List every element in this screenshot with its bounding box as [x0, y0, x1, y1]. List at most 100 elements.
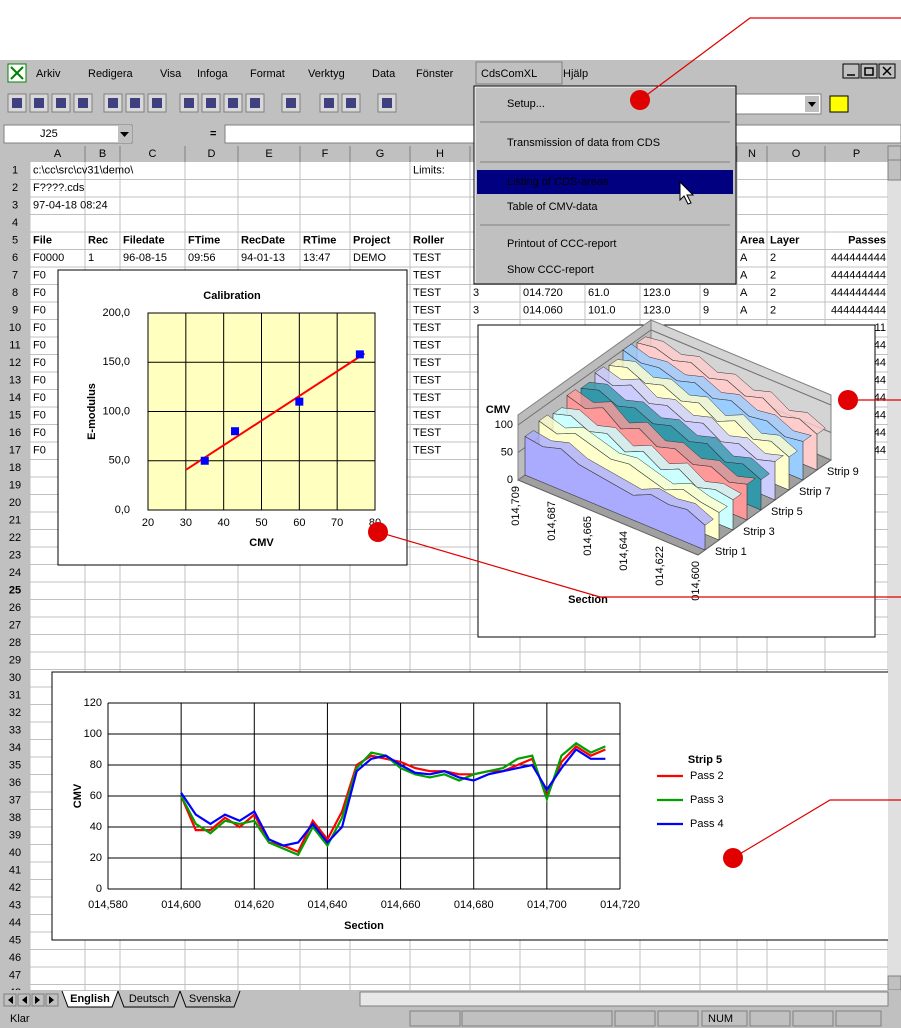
cdscomxl-menu: Setup... Transmission of data from CDS Lis…: [473, 85, 737, 285]
sheet-tab[interactable]: Deutsch: [129, 993, 169, 1005]
menu-item[interactable]: Format: [250, 68, 285, 80]
row-header: 9: [12, 305, 18, 317]
row-header: 19: [9, 480, 21, 492]
row-header: 10: [9, 322, 21, 334]
scroll-down[interactable]: [887, 975, 901, 991]
row-header: 38: [9, 812, 21, 824]
restore-button[interactable]: [860, 63, 878, 79]
x-tick-label: 20: [142, 517, 154, 529]
row-header: 18: [9, 462, 21, 474]
column-header: O: [792, 148, 801, 160]
menu-option[interactable]: Listing of CDS-areas: [507, 176, 609, 188]
horizontal-scrollbar[interactable]: [359, 991, 889, 1007]
name-box[interactable]: [3, 124, 133, 144]
column-header: G: [376, 148, 385, 160]
toolbar-glyph: [78, 98, 88, 108]
excel-icon-x: [10, 66, 24, 80]
cell: 123.0: [643, 305, 671, 317]
cell: 014.720: [523, 287, 563, 299]
row-header: 2: [12, 182, 18, 194]
window-chrome: J25 = Arkiv Redigera Visa Infoga Format Verkt…: [0, 60, 901, 146]
scroll-thumb[interactable]: [887, 159, 901, 181]
x-tick-label: 40: [218, 517, 230, 529]
menu-option[interactable]: Table of CMV-data: [507, 201, 598, 213]
row-header: 39: [9, 830, 21, 842]
menu-item[interactable]: Infoga: [197, 68, 228, 80]
row-header: 16: [9, 427, 21, 439]
row-header: 23: [9, 550, 21, 562]
data-point: [295, 397, 304, 406]
cell: 444444444: [831, 252, 886, 264]
row-header: 22: [9, 532, 21, 544]
cell: DEMO: [353, 252, 386, 264]
cell: TEST: [413, 392, 441, 404]
sheet-tab[interactable]: Svenska: [189, 993, 232, 1005]
chart-title: Calibration: [203, 290, 261, 302]
row-header-bar: [0, 146, 30, 992]
cell: F0: [33, 445, 46, 457]
cell: 44: [874, 445, 886, 457]
minimize-button[interactable]: [842, 63, 860, 79]
fill-color-icon[interactable]: [829, 95, 849, 113]
menu-item[interactable]: Fönster: [416, 68, 454, 80]
dropdown-arrow: [808, 102, 816, 107]
menu-option[interactable]: Printout of CCC-report: [507, 238, 616, 250]
menu-item[interactable]: Arkiv: [36, 68, 61, 80]
legend-label: Pass 4: [690, 818, 724, 830]
cell: F0: [33, 322, 46, 334]
cell: F????.cds: [33, 182, 85, 194]
menu-option[interactable]: Show CCC-report: [507, 264, 594, 276]
x-axis-title: Section: [568, 594, 608, 606]
sheet-tab-shape[interactable]: [61, 990, 119, 1008]
toolbar-glyph: [34, 98, 44, 108]
toolbar-glyph: [228, 98, 238, 108]
y-axis-title: E-modulus: [86, 383, 98, 440]
x-axis-title: CMV: [249, 537, 274, 549]
sheet-tab-shape[interactable]: [179, 990, 241, 1008]
cell: TEST: [413, 375, 441, 387]
column-header: H: [436, 148, 444, 160]
vertical-scrollbar[interactable]: [888, 146, 901, 992]
column-header: C: [149, 148, 157, 160]
x-tick-label: 014,644: [618, 531, 630, 571]
cell: 9: [703, 287, 709, 299]
cell: 94-01-13: [241, 252, 285, 264]
x-tick-label: 014,660: [381, 899, 421, 911]
data-point: [200, 456, 209, 465]
x-tick-label: 30: [180, 517, 192, 529]
menu-bevel: [474, 86, 735, 283]
cell: Limits:: [413, 165, 445, 177]
x-tick-label: 014,600: [161, 899, 201, 911]
menu-item[interactable]: CdsComXL: [481, 68, 537, 80]
tab-scroll-buttons[interactable]: [3, 993, 59, 1007]
grid-line: [517, 329, 832, 426]
menu-item[interactable]: Data: [372, 68, 396, 80]
row-header: 20: [9, 497, 21, 509]
row-header: 24: [9, 567, 21, 579]
menu-item[interactable]: Redigera: [88, 68, 134, 80]
menu-option[interactable]: Setup...: [507, 98, 545, 110]
menu-active-frame: [475, 61, 563, 85]
cell: TEST: [413, 252, 441, 264]
sheet-tab[interactable]: English: [70, 993, 110, 1005]
legend-title: Strip 5: [688, 754, 722, 766]
callout-dot: [723, 848, 743, 868]
series-label: Strip 1: [715, 546, 747, 558]
row-header: 36: [9, 777, 21, 789]
menu-item[interactable]: Verktyg: [308, 68, 345, 80]
sheet-tab-shape[interactable]: [117, 990, 181, 1008]
menu-item[interactable]: Hjälp: [563, 68, 588, 80]
series-label: Strip 5: [771, 506, 803, 518]
callout-line: [377, 531, 901, 598]
cell: A: [740, 252, 748, 264]
row-header: 7: [12, 270, 18, 282]
menu-item[interactable]: Visa: [160, 68, 182, 80]
menu-option[interactable]: Transmission of data from CDS: [507, 137, 660, 149]
series-label: Strip 9: [827, 466, 859, 478]
cell: 123.0: [643, 287, 671, 299]
toolbar-glyph: [382, 98, 392, 108]
toolbar-glyph: [346, 98, 356, 108]
cell: F0: [33, 427, 46, 439]
cell: Project: [353, 235, 391, 247]
scroll-up[interactable]: [887, 145, 901, 161]
